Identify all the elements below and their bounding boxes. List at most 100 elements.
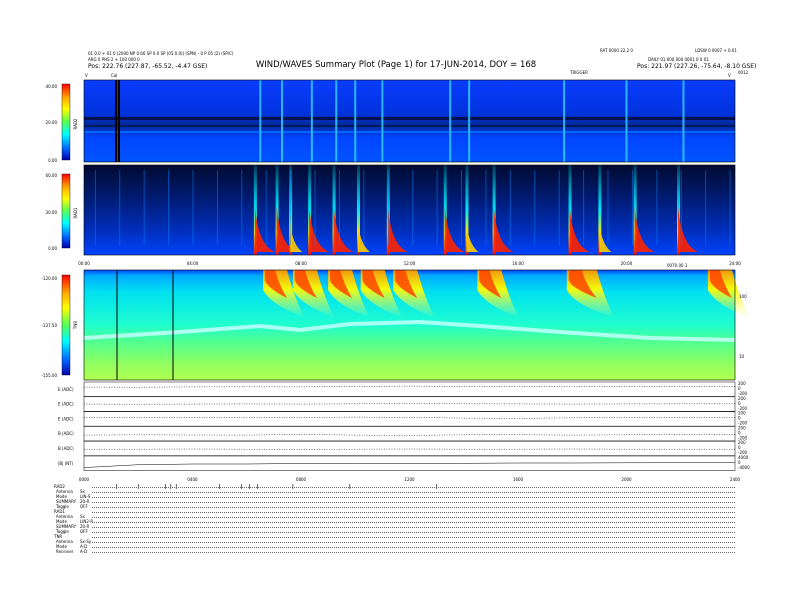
page-title: WIND/WAVES Summary Plot (Page 1) for 17-… bbox=[255, 60, 537, 70]
left-position-readout: Pos: 222.76 (227.87, -65.52, -4.47 GSE) bbox=[88, 63, 207, 70]
rad1-background-streak bbox=[412, 170, 414, 245]
line-panel-right-tick: 200 bbox=[738, 396, 746, 401]
rad1-burst-streak bbox=[492, 165, 496, 255]
rad2-event-streak bbox=[281, 80, 284, 162]
time-axis-tick-label: 04:00 bbox=[187, 261, 199, 266]
time-axis-tick-label: 20:00 bbox=[621, 261, 633, 266]
rad1-burst-footprint bbox=[569, 205, 590, 252]
time-axis: 00:00 04:00 08:00 12:00 16:00 20:00 24:00 bbox=[78, 261, 741, 266]
rad1-burst-streak bbox=[308, 165, 312, 255]
rad1-burst-footprint bbox=[599, 225, 612, 252]
rad2-event-streak bbox=[449, 80, 452, 162]
instrument-row-label: Mode bbox=[56, 544, 67, 549]
tnr-burst-core bbox=[709, 270, 732, 298]
tnr-right-tick: 10 bbox=[739, 354, 745, 359]
rad1-background-streak bbox=[241, 170, 243, 245]
bottom-axis-tick-label: 0800 bbox=[296, 477, 307, 482]
rad1-burst-footprint bbox=[493, 205, 514, 252]
rad1-background-streak bbox=[461, 170, 463, 245]
rad1-background-streak bbox=[265, 170, 267, 245]
tnr-burst-core bbox=[330, 270, 353, 298]
rad1-burst-footprint bbox=[678, 205, 699, 252]
rad1-burst-footprint bbox=[254, 205, 275, 252]
marker-end: 0012 bbox=[738, 70, 749, 75]
tnr-colorbar bbox=[61, 274, 71, 376]
marker-trigger: TRIGGER bbox=[570, 70, 588, 75]
header-info-right-c: DAILY 01 000 000 0001 0 0 01 bbox=[648, 57, 709, 62]
instrument-row-timeline bbox=[92, 509, 735, 513]
rad1-bursts bbox=[94, 165, 731, 255]
bottom-axis-tick-label: 1600 bbox=[513, 477, 524, 482]
marker-v-left: V bbox=[85, 73, 88, 78]
rad1-burst-footprint bbox=[333, 205, 354, 252]
tnr-label: TNR bbox=[73, 321, 78, 330]
line-panel-label: B (ADC) bbox=[58, 446, 74, 451]
instrument-row-timeline bbox=[92, 524, 735, 528]
header-info-line2: ARG 0 PHS 2 + 100 000 0 bbox=[88, 57, 140, 62]
time-axis-tick-label: 12:00 bbox=[404, 261, 416, 266]
rad1-tick: 30.00 bbox=[46, 210, 58, 215]
rad1-background-streak bbox=[192, 170, 194, 245]
rad1-background-streak bbox=[94, 170, 96, 245]
rad1-background-streak bbox=[680, 170, 682, 245]
rad1-burst-streak bbox=[677, 165, 681, 255]
instrument-row-value: OFF bbox=[80, 529, 88, 534]
line-panel-right-tick: 0 bbox=[738, 386, 741, 391]
line-panel-frame bbox=[83, 455, 736, 471]
rad1-tick: 60.00 bbox=[46, 173, 58, 178]
line-panel-frame bbox=[83, 426, 736, 442]
rad1-background-streak bbox=[656, 170, 658, 245]
rad1-burst-footprint bbox=[444, 205, 465, 252]
time-axis-tick-label: 24:00 bbox=[729, 261, 741, 266]
rad2-event-streak bbox=[682, 80, 685, 162]
instrument-row-timeline bbox=[92, 499, 735, 503]
rad2-heatmap bbox=[84, 80, 735, 162]
event-tick-row bbox=[116, 484, 437, 489]
line-panel-right-tick: -200 bbox=[738, 421, 748, 426]
rad1-background-streak bbox=[119, 170, 121, 245]
rad2-event-streak bbox=[310, 80, 313, 162]
line-panel-right-tick: 0 bbox=[738, 445, 741, 450]
rad2-panel bbox=[83, 79, 736, 163]
instrument-row-label: Receiver bbox=[56, 549, 74, 554]
instrument-row-timeline bbox=[92, 504, 735, 508]
rad1-background-streak bbox=[534, 170, 536, 245]
time-axis-tick-label: 00:00 bbox=[78, 261, 90, 266]
rad2-event-streak bbox=[335, 80, 338, 162]
tnr-bursts bbox=[263, 270, 750, 318]
rad1-background-streak bbox=[631, 170, 633, 245]
rad1-background-streak bbox=[583, 170, 585, 245]
instrument-row-label: SUMMARY bbox=[56, 499, 77, 504]
rad1-burst-streak bbox=[332, 165, 336, 255]
instrument-row-label: Mode bbox=[56, 519, 67, 524]
line-panel-right-tick: -200 bbox=[738, 406, 748, 411]
line-panel-trace bbox=[83, 416, 736, 419]
rad1-background-streak bbox=[558, 170, 560, 245]
tnr-panel bbox=[83, 269, 750, 381]
time-axis-tick-label: 16:00 bbox=[512, 261, 524, 266]
line-panel-trace bbox=[83, 434, 736, 436]
tnr-burst-core bbox=[568, 270, 597, 298]
pos-label-right: Pos: bbox=[637, 63, 650, 70]
header-info-right-a: RAT 0000 22.2 0 bbox=[600, 48, 633, 53]
rad2-data-gap bbox=[118, 80, 120, 162]
rad1-background-streak bbox=[314, 170, 316, 245]
rad1-burst-footprint bbox=[309, 205, 330, 252]
instrument-row-label: Antenna bbox=[56, 539, 73, 544]
rad1-burst-footprint bbox=[466, 225, 479, 252]
instrument-row-timeline bbox=[92, 529, 735, 533]
rad1-background-streak bbox=[607, 170, 609, 245]
instrument-row-value: Sx bbox=[80, 489, 85, 494]
instrument-row-timeline bbox=[92, 534, 735, 538]
line-panel-frame bbox=[83, 440, 736, 456]
line-panel-trace bbox=[83, 403, 736, 405]
line-panel-right-tick: 200 bbox=[738, 381, 746, 386]
marker-v-right: V bbox=[728, 73, 731, 78]
line-panel-right-tick: -200 bbox=[738, 450, 748, 455]
instrument-row-value: A-D bbox=[80, 549, 88, 554]
rad2-data-gap bbox=[115, 80, 117, 162]
rad1-burst-footprint bbox=[276, 205, 297, 252]
rad1-background-streak bbox=[729, 170, 731, 245]
tnr-burst-core bbox=[265, 270, 288, 298]
